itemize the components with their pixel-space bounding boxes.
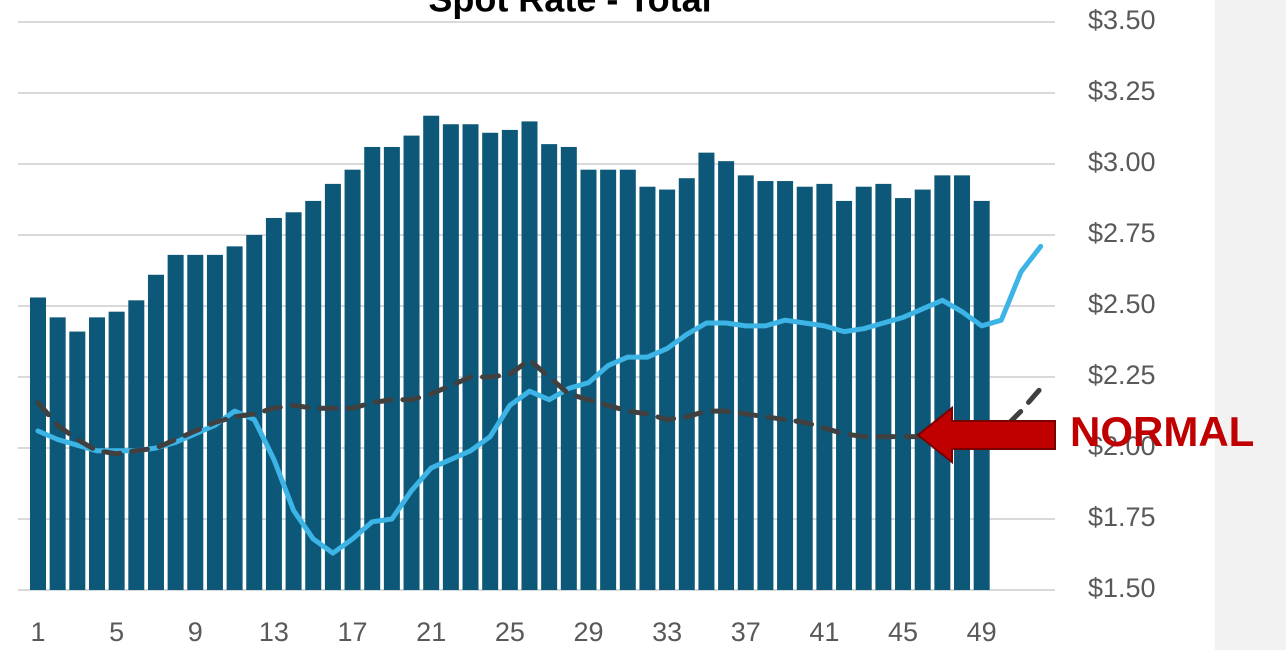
- bar: [383, 146, 400, 590]
- bar: [147, 274, 164, 590]
- bar: [501, 129, 518, 591]
- bar: [934, 175, 951, 591]
- x-tick-label: 13: [259, 617, 289, 647]
- bar: [324, 183, 341, 590]
- x-tick-label: 45: [888, 617, 918, 647]
- y-tick-label: $3.25: [1088, 76, 1156, 106]
- bar: [757, 181, 774, 591]
- bar: [462, 124, 479, 591]
- y-tick-label: $2.50: [1088, 289, 1156, 319]
- side-panel: [1215, 0, 1286, 650]
- bar: [30, 297, 46, 590]
- bar: [875, 183, 892, 590]
- bar: [836, 200, 853, 591]
- bar: [285, 212, 302, 590]
- x-tick-label: 21: [416, 617, 446, 647]
- x-tick-label: 5: [109, 617, 124, 647]
- bar: [521, 121, 538, 591]
- x-tick-label: 9: [188, 617, 203, 647]
- bar: [364, 146, 381, 590]
- bar: [167, 254, 184, 590]
- annotation-arrow: [916, 405, 1056, 465]
- x-tick-label: 49: [967, 617, 997, 647]
- y-tick-label: $2.75: [1088, 218, 1156, 248]
- y-tick-label: $2.00: [1088, 431, 1156, 461]
- dashed-line: [35, 357, 1044, 457]
- bar: [69, 331, 86, 590]
- y-tick-label: $2.25: [1088, 360, 1156, 390]
- bar: [639, 186, 656, 590]
- bar: [659, 189, 676, 590]
- x-tick-label: 41: [809, 617, 839, 647]
- bar: [560, 146, 577, 590]
- bar: [737, 175, 754, 591]
- bar: [423, 115, 440, 590]
- bar: [265, 217, 282, 590]
- bar: [895, 198, 912, 590]
- y-tick-label: $3.50: [1088, 5, 1156, 35]
- bar: [541, 144, 558, 590]
- bar: [973, 200, 990, 591]
- chart-title: Spot Rate - Total: [428, 0, 711, 20]
- bar: [855, 186, 872, 590]
- bar: [187, 254, 204, 590]
- bar: [49, 317, 66, 590]
- bar: [600, 169, 617, 590]
- bar: [796, 186, 813, 590]
- y-tick-label: $1.50: [1088, 573, 1156, 603]
- bar: [226, 246, 243, 591]
- bar: [718, 161, 735, 590]
- bar: [777, 181, 794, 591]
- bar: [816, 183, 833, 590]
- bar: [619, 169, 636, 590]
- bar: [914, 189, 931, 590]
- bar: [128, 300, 145, 590]
- annotation: NORMAL: [1070, 408, 1254, 455]
- x-tick-label: 17: [338, 617, 368, 647]
- x-tick-label: 25: [495, 617, 525, 647]
- bar: [482, 132, 499, 590]
- y-tick-label: $1.75: [1088, 502, 1156, 532]
- bar: [403, 135, 420, 590]
- y-tick-label: $3.00: [1088, 147, 1156, 177]
- bar: [698, 152, 715, 590]
- bar: [442, 124, 459, 591]
- bar: [678, 178, 695, 590]
- line: [35, 243, 1044, 556]
- bar: [88, 317, 105, 590]
- x-tick-label: 29: [573, 617, 603, 647]
- bar: [344, 169, 361, 590]
- bar: [954, 175, 971, 591]
- bar: [305, 200, 322, 591]
- x-tick-label: 33: [652, 617, 682, 647]
- x-tick-label: 37: [731, 617, 761, 647]
- x-tick-label: 1: [30, 617, 45, 647]
